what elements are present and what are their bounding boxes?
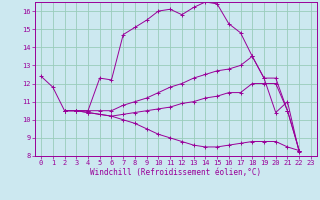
X-axis label: Windchill (Refroidissement éolien,°C): Windchill (Refroidissement éolien,°C)	[91, 168, 261, 177]
